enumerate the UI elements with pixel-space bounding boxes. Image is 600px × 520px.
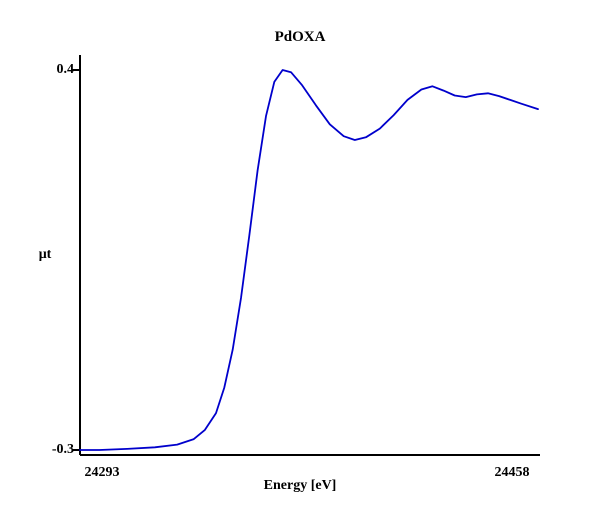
x-axis-min-label: 24293	[84, 465, 120, 480]
x-axis-max-label: 24458	[494, 465, 530, 480]
y-axis-min-label: -0.3	[51, 442, 74, 457]
chart-title: PdOXA	[274, 29, 326, 45]
x-axis-title: Energy [eV]	[263, 478, 337, 493]
y-axis-title: μt	[38, 247, 52, 262]
y-axis-max-label: 0.4	[56, 62, 75, 77]
spectrum-line	[79, 69, 539, 451]
